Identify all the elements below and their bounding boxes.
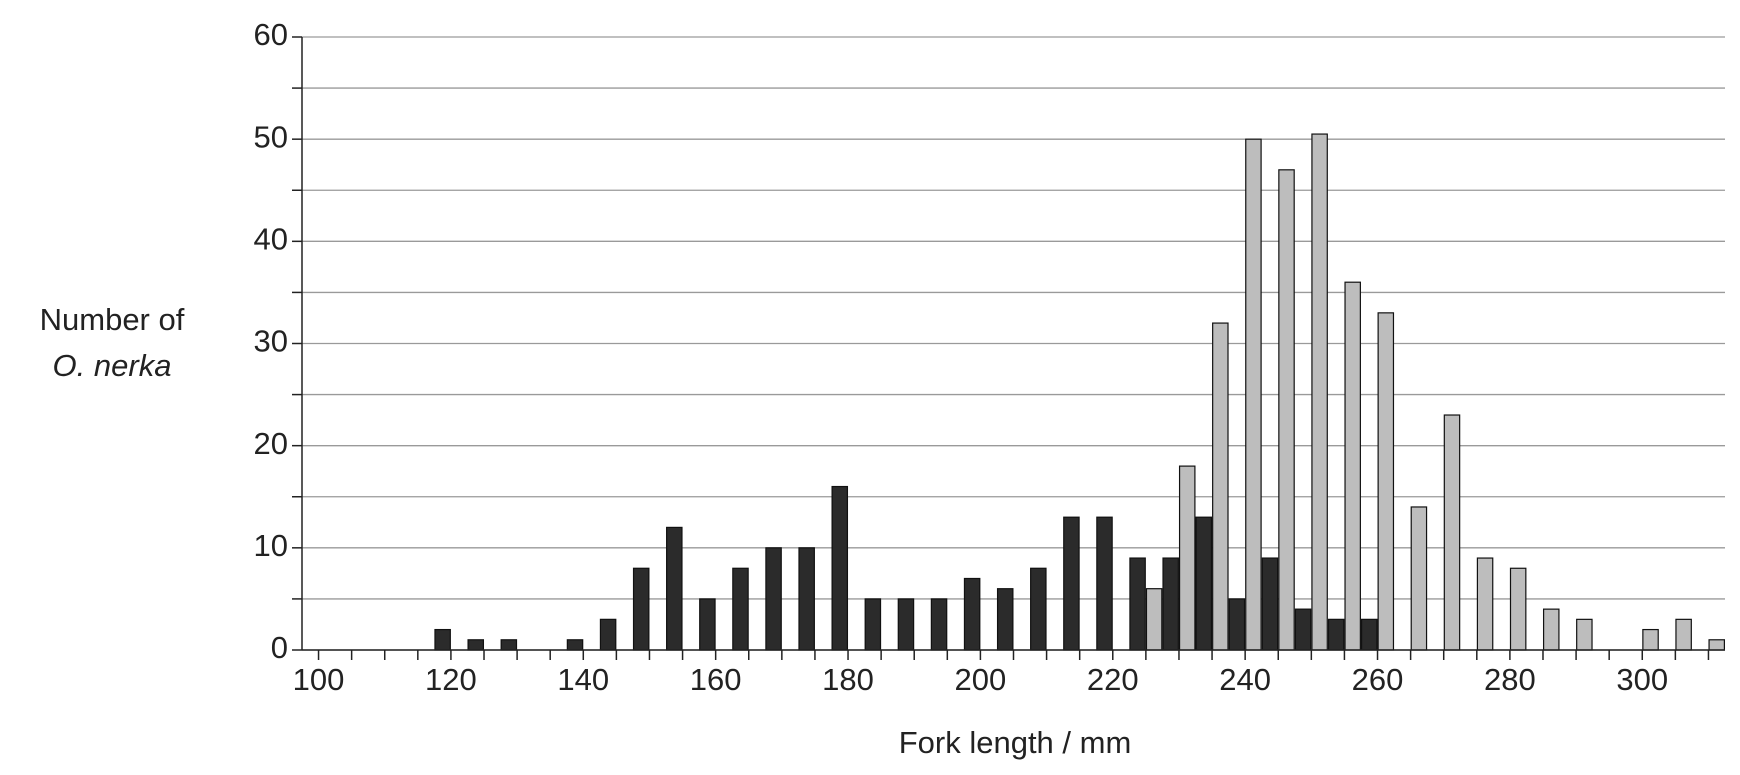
bar <box>1708 639 1725 651</box>
bar <box>963 577 981 651</box>
bar <box>666 526 683 651</box>
bar <box>599 618 617 651</box>
bar <box>500 639 518 651</box>
bar <box>1245 138 1262 651</box>
bar <box>864 598 882 651</box>
bar <box>1212 322 1229 651</box>
x-tick-label: 220 <box>1087 662 1139 697</box>
bar <box>798 547 815 651</box>
y-tick-label: 0 <box>271 630 288 665</box>
bar <box>1178 465 1196 651</box>
y-tick-label: 50 <box>254 119 288 154</box>
x-tick-label: 100 <box>293 662 345 697</box>
bar <box>434 628 451 651</box>
x-tick-label: 180 <box>822 662 874 697</box>
y-axis-label: O. nerka <box>53 348 172 383</box>
x-tick-label: 300 <box>1616 662 1668 697</box>
x-tick-label: 280 <box>1484 662 1536 697</box>
bar <box>1145 588 1163 651</box>
bar <box>1261 557 1279 651</box>
bar <box>1327 618 1345 651</box>
bar <box>1063 516 1080 651</box>
bar <box>566 639 584 651</box>
y-tick-label: 20 <box>254 426 288 461</box>
bar <box>632 567 650 651</box>
bar <box>831 485 849 651</box>
bar <box>1509 567 1527 651</box>
x-tick-label: 160 <box>690 662 742 697</box>
bar <box>1294 608 1312 651</box>
x-axis-label: Fork length / mm <box>899 725 1132 760</box>
x-tick-label: 120 <box>425 662 477 697</box>
bar <box>1576 618 1593 651</box>
bar <box>1377 312 1395 651</box>
bar <box>1642 628 1659 651</box>
y-tick-label: 60 <box>254 17 288 52</box>
bar <box>897 598 915 651</box>
bar <box>1360 618 1378 651</box>
bar <box>930 598 948 651</box>
bar <box>996 588 1014 651</box>
bar <box>1344 281 1361 651</box>
bar <box>467 639 485 651</box>
bar <box>1675 618 1692 651</box>
bar <box>1278 169 1295 651</box>
x-tick-label: 140 <box>557 662 609 697</box>
bar <box>1443 414 1461 651</box>
x-tick-label: 200 <box>955 662 1007 697</box>
bar <box>1410 506 1428 651</box>
x-tick-label: 260 <box>1352 662 1404 697</box>
bar <box>1311 133 1328 651</box>
y-tick-label: 40 <box>254 222 288 257</box>
bar <box>1228 598 1246 651</box>
bar <box>732 567 749 651</box>
x-tick-label: 240 <box>1219 662 1271 697</box>
y-tick-label: 30 <box>254 324 288 359</box>
bar <box>765 547 782 651</box>
bar <box>1030 567 1047 651</box>
bar <box>1476 557 1494 651</box>
y-tick-label: 10 <box>254 528 288 563</box>
bar <box>1096 516 1113 651</box>
bar <box>1542 608 1560 651</box>
bar <box>1162 557 1179 651</box>
y-axis-label: Number of <box>40 302 185 337</box>
bar <box>1129 557 1146 651</box>
bar <box>1195 516 1213 651</box>
bar <box>699 598 716 651</box>
